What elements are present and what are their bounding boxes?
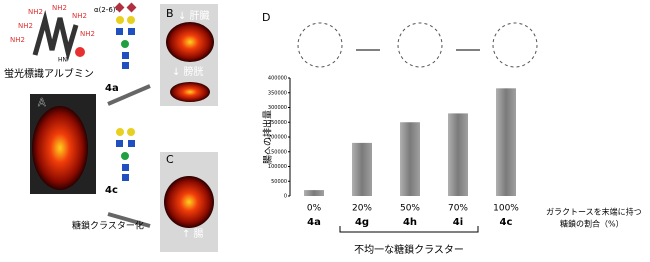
x-tick-label: 4h [403,217,417,228]
organ: ↑ 腸 [182,228,204,240]
amine: NH2 [28,8,43,16]
y-axis-label: 腸への排出量 [262,110,274,164]
x-tick-label: 100% [493,204,519,214]
y-tick-label: 400000 [268,76,287,82]
sugar-chain [114,2,137,181]
bracket-label: 不均一な糖鎖クラスター [354,243,464,256]
amine: NH2 [80,30,95,38]
amine: NH2 [72,12,87,20]
y-tick-label: 100000 [268,164,287,170]
bar [448,113,468,196]
x-tick-label: 4c [500,217,513,228]
x-tick-label: 4g [355,217,369,228]
y-tick-label: 200000 [268,135,287,141]
bar [304,190,324,196]
bar [400,122,420,196]
y-tick-label: 150000 [268,149,287,155]
amine: NH2 [52,4,67,12]
x-tick-label: 0% [307,204,322,214]
process: 糖鎖クラスター化 [72,220,144,232]
y-tick-label: 250000 [268,120,287,126]
x-axis-label: 糖鎖の割合（%） [560,219,624,229]
organ: ↓ 膀胱 [172,65,204,78]
x-axis-label: ガラクトースを末端に持つ [546,207,642,217]
panel-label: A [38,96,46,109]
x-tick-label: 50% [400,204,420,214]
y-tick-label: 300000 [268,105,287,111]
cluster-icons [297,22,538,68]
amine: NH2 [18,22,33,30]
bar [496,88,516,196]
molecule-name: 蛍光標識アルブミン [4,67,94,80]
x-tick-label: 4a [307,217,321,228]
bar [352,142,372,196]
y-tick-label: 350000 [268,90,287,96]
x-tick-label: 20% [352,204,372,214]
x-tick-label: 70% [448,204,468,214]
x-tick-label: 4i [453,217,463,228]
albumin: NH2 NH2 NH2 NH2 NH2 NH2 HN 蛍光標識アルブミン α(2… [4,4,119,80]
panel-label: C [166,153,174,166]
organ: ↓ 肝臓 [178,10,210,22]
y-tick-label: 50000 [271,179,287,185]
hn: HN [58,57,67,64]
panel-label: B [166,7,174,20]
panel-label: D [262,11,270,24]
compound: 4c [105,185,118,196]
amine: NH2 [10,36,25,44]
y-tick-label: 0 [284,194,287,200]
linkage: α(2-6)- [94,6,119,14]
compound: 4a [105,83,119,94]
